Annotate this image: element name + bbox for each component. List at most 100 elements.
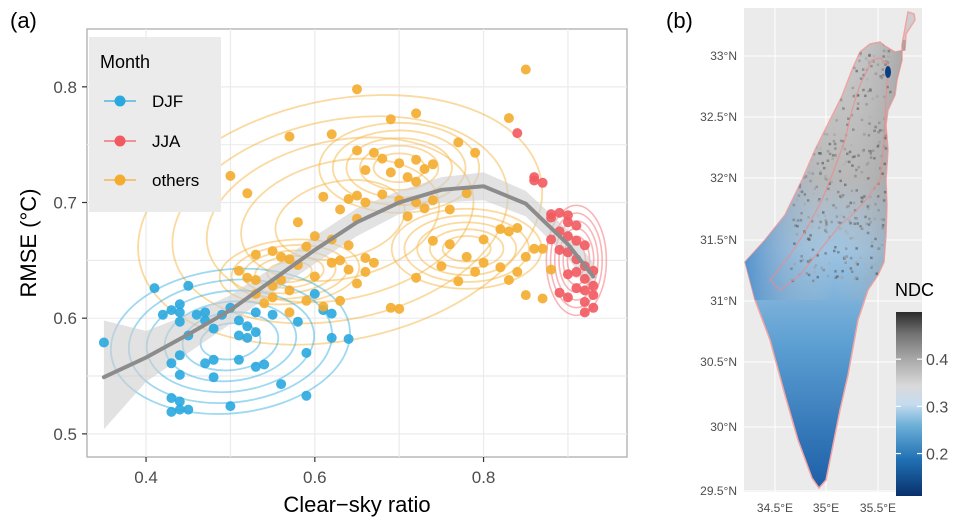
point-others	[352, 145, 362, 156]
region-outline	[769, 57, 889, 291]
point-others	[402, 211, 413, 222]
map-pixel	[866, 77, 869, 81]
point-djf	[174, 396, 185, 407]
map-pixel	[848, 219, 851, 223]
confidence-band	[103, 172, 594, 430]
map-pixel	[807, 216, 810, 219]
point-others	[529, 243, 540, 254]
point-jja	[571, 283, 582, 294]
map-pixel	[850, 270, 854, 273]
map-pixel	[855, 261, 858, 264]
map-pixel	[837, 277, 841, 280]
point-others	[225, 170, 236, 181]
map-pixel	[832, 204, 835, 207]
point-jja	[554, 287, 565, 298]
map-pixel	[877, 182, 880, 185]
map-pixel	[830, 220, 833, 224]
point-others	[284, 131, 295, 142]
point-djf	[183, 280, 194, 291]
point-others	[394, 158, 405, 169]
map-pixel	[865, 103, 868, 106]
map-pixel	[821, 161, 824, 165]
map-pixel	[797, 194, 801, 197]
point-djf	[166, 393, 177, 403]
point-others	[419, 203, 430, 214]
legend-key-djf	[114, 95, 126, 107]
point-others	[326, 129, 337, 140]
density-contour-others	[429, 228, 505, 270]
map-pixel	[824, 252, 827, 255]
point-others	[284, 254, 295, 265]
smooth-trend-line	[101, 184, 596, 380]
lake-kinneret	[885, 66, 891, 78]
point-others	[453, 137, 464, 148]
map-pixel	[816, 275, 819, 279]
point-others	[478, 257, 489, 268]
map-pixel	[852, 236, 855, 239]
map-pixel	[867, 161, 870, 165]
density-contour-others	[416, 221, 518, 277]
map-pixel	[855, 276, 858, 279]
point-others	[284, 307, 295, 318]
point-others	[343, 264, 354, 275]
map-pixel	[864, 215, 867, 219]
point-others	[512, 223, 523, 233]
point-djf	[208, 323, 219, 334]
map-pixel	[861, 68, 865, 71]
map-pixel	[853, 262, 857, 266]
point-others	[427, 195, 438, 206]
map-pixel	[814, 264, 818, 267]
map-pixel	[808, 171, 811, 175]
map-pixel	[870, 244, 874, 248]
map-pixel	[842, 215, 846, 219]
map-pixel	[860, 170, 864, 174]
map-pixel	[883, 95, 886, 99]
map-pixel	[800, 212, 803, 215]
point-djf	[233, 354, 244, 365]
map-pixel	[838, 227, 842, 230]
map-pixel	[810, 158, 813, 162]
map-pixel	[872, 149, 875, 152]
point-others	[444, 239, 455, 250]
map-pixel	[831, 154, 835, 157]
map-pixel	[827, 187, 830, 191]
point-djf	[166, 406, 177, 417]
map-pixel	[807, 260, 811, 264]
map-pixel	[837, 251, 840, 254]
map-pixel	[803, 193, 807, 196]
y-axis-title: RMSE (°C)	[16, 188, 41, 297]
map-pixel	[868, 54, 871, 57]
point-others	[352, 278, 362, 289]
map-pixel	[874, 72, 878, 75]
point-others	[503, 275, 514, 285]
map-pixel	[851, 164, 854, 167]
point-others	[309, 271, 320, 282]
map-pixel	[868, 122, 871, 125]
map-pixel	[835, 215, 839, 218]
map-pixel	[853, 209, 857, 212]
point-djf	[276, 379, 287, 390]
point-jja	[579, 307, 590, 318]
map-pixel	[816, 214, 820, 217]
map-pixel	[853, 66, 856, 70]
legend-item-djf: DJF	[104, 92, 183, 111]
map-pixel	[849, 221, 852, 225]
point-jja	[579, 285, 590, 296]
map-pixel	[849, 237, 852, 240]
map-pixel	[850, 113, 854, 117]
map-pixel	[859, 52, 862, 55]
panel-b-label: (b)	[666, 8, 693, 33]
map-pixel	[856, 102, 860, 105]
map-pixel	[884, 134, 887, 137]
map-pixel	[884, 147, 888, 150]
map-pixel	[799, 219, 803, 222]
point-others	[360, 165, 371, 176]
map-pixel	[868, 149, 871, 153]
colorbar-ticks: 0.2 0.3 0.4	[896, 352, 948, 464]
map-pixel	[859, 256, 862, 259]
point-others	[259, 298, 270, 309]
map-pixel	[854, 174, 857, 178]
map-pixel	[886, 61, 890, 64]
y-tick-label: 0.6	[53, 309, 77, 328]
map-pixel	[850, 144, 853, 147]
